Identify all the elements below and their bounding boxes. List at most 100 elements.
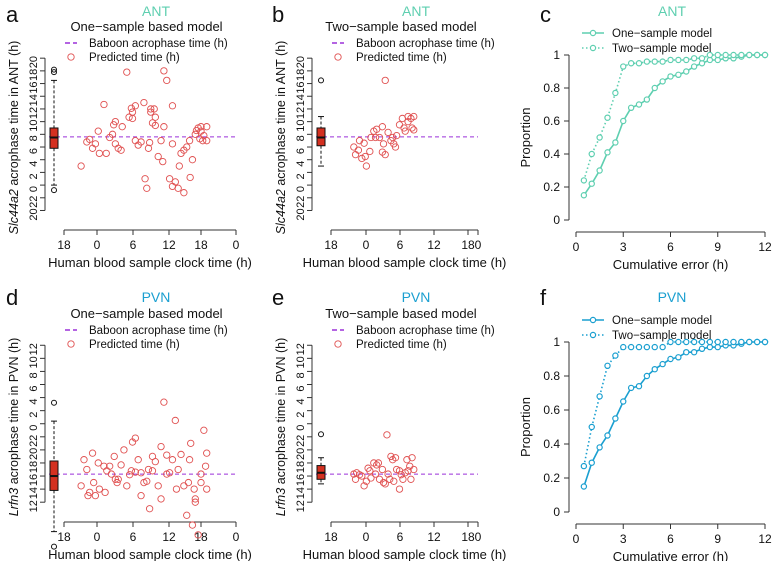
predicted-point-d-45	[171, 416, 179, 425]
series-point-c-1-19	[730, 51, 737, 59]
predicted-point-a-15	[117, 146, 125, 154]
predicted-point-a-2	[86, 135, 94, 144]
series-point-f-1-12	[675, 338, 682, 346]
series-point-c-1-17	[714, 51, 721, 59]
series-point-f-1-23	[761, 338, 769, 346]
series-point-c-1-15	[698, 55, 706, 62]
series-point-c-1-0	[580, 177, 588, 184]
predicted-point-a-25	[137, 138, 145, 146]
predicted-point-b-5	[360, 139, 368, 147]
predicted-point-d-55	[190, 485, 198, 493]
x-tick-label-b-0: 18	[324, 238, 338, 252]
x-tick-label-b-2: 6	[397, 238, 404, 252]
series-point-c-1-20	[738, 51, 745, 59]
predicted-point-b-11	[371, 133, 380, 142]
y-tick-label-e-12: 12	[295, 500, 307, 512]
y-tick-label-b-1: 18	[295, 69, 307, 81]
panel-region-title-c: ANT	[658, 3, 686, 19]
panel-subtitle-a: One−sample based model	[70, 19, 222, 34]
predicted-point-a-63	[199, 137, 207, 145]
series-point-f-1-16	[706, 338, 714, 346]
series-point-f-1-20	[738, 338, 745, 346]
y-axis-label-c: Proportion	[518, 108, 533, 168]
predicted-point-a-45	[168, 102, 177, 110]
y-axis-label-a: Slc44a2 acrophase time in ANT (h)	[7, 41, 21, 235]
series-point-c-0-0	[580, 192, 588, 199]
predicted-point-a-28	[143, 184, 151, 192]
y-tick-label-a-10: 0	[28, 186, 40, 192]
predicted-point-d-4	[86, 488, 94, 497]
predicted-point-d-38	[157, 442, 165, 451]
series-point-c-1-18	[722, 51, 729, 59]
y-tick-label-b-9: 2	[295, 173, 307, 179]
legend-marker-f-0	[589, 316, 597, 324]
predicted-point-e-36	[410, 465, 418, 474]
series-point-c-0-13	[683, 68, 690, 75]
predicted-point-a-52	[180, 189, 188, 197]
y-tick-label-c-1: 0.2	[543, 180, 560, 194]
predicted-point-a-38	[157, 137, 165, 145]
y-tick-label-e-7: 22	[295, 435, 307, 447]
predicted-point-b-4	[358, 154, 366, 163]
y-tick-label-c-4: 0.8	[543, 81, 560, 95]
y-tick-label-d-11: 14	[28, 487, 40, 499]
panel-letter-d: d	[6, 285, 18, 310]
predicted-point-d-54	[188, 521, 197, 529]
series-point-c-1-13	[683, 56, 690, 64]
series-point-c-1-16	[706, 51, 714, 59]
predicted-point-a-16	[118, 123, 126, 131]
y-tick-label-d-4: 4	[28, 399, 40, 405]
panel-region-title-d: PVN	[142, 289, 171, 305]
x-tick-label-c-1: 3	[620, 240, 627, 254]
predicted-point-d-56	[191, 495, 199, 503]
predicted-point-d-19	[117, 461, 125, 469]
predicted-point-d-61	[200, 426, 208, 434]
series-point-f-1-6	[627, 343, 635, 351]
x-tick-label-a-0: 18	[57, 238, 71, 252]
x-tick-label-d-5: 0	[233, 530, 240, 544]
predicted-point-a-44	[168, 140, 177, 148]
y-axis-label-e: Lrfn3 acrophase time in PVN (h)	[274, 338, 288, 517]
series-point-c-1-6	[627, 60, 635, 67]
predicted-point-e-31	[403, 456, 411, 464]
predicted-point-d-48	[177, 450, 185, 459]
predicted-point-d-40	[160, 398, 168, 406]
predicted-point-a-30	[145, 138, 154, 147]
predicted-point-d-33	[145, 505, 154, 513]
x-axis-label-d: Human blood sample clock time (h)	[48, 547, 252, 561]
legend-predicted-marker-d	[67, 340, 75, 348]
predicted-point-e-24	[391, 454, 400, 462]
predicted-point-b-27	[400, 124, 408, 132]
y-tick-label-a-6: 8	[28, 135, 40, 141]
predicted-point-a-4	[91, 140, 100, 148]
predicted-point-e-23	[390, 477, 398, 485]
predicted-point-a-42	[163, 76, 171, 85]
panel-subtitle-e: Two−sample based model	[325, 306, 477, 321]
y-tick-label-e-5: 2	[295, 412, 307, 418]
series-point-c-0-7	[635, 101, 643, 108]
series-point-c-0-11	[667, 73, 674, 80]
predicted-point-a-18	[125, 113, 133, 121]
predicted-point-a-43	[165, 175, 174, 183]
y-tick-label-d-0: 12	[28, 343, 40, 355]
y-axis-label-rest-b: acrophase time in ANT (h)	[274, 41, 288, 189]
y-axis-label-rest-a: acrophase time in ANT (h)	[7, 41, 21, 189]
x-tick-label-b-4: 18	[461, 238, 475, 252]
series-point-f-0-16	[706, 343, 714, 351]
predicted-point-e-13	[374, 459, 383, 467]
series-point-f-0-5	[620, 398, 627, 405]
series-point-f-0-7	[635, 383, 643, 390]
y-tick-label-e-4: 4	[295, 399, 307, 405]
predicted-point-e-32	[404, 467, 412, 475]
predicted-point-d-57	[191, 498, 199, 506]
predicted-point-d-13	[106, 462, 114, 470]
predicted-point-d-26	[131, 434, 140, 442]
y-tick-label-b-10: 0	[295, 186, 307, 192]
series-point-f-0-0	[580, 483, 588, 490]
predicted-point-d-29	[137, 492, 145, 500]
x-tick-label-f-4: 12	[758, 532, 772, 546]
series-point-c-1-2	[596, 134, 603, 141]
predicted-point-d-58	[194, 531, 202, 539]
y-tick-label-a-7: 6	[28, 148, 40, 154]
predicted-point-d-43	[165, 469, 174, 477]
